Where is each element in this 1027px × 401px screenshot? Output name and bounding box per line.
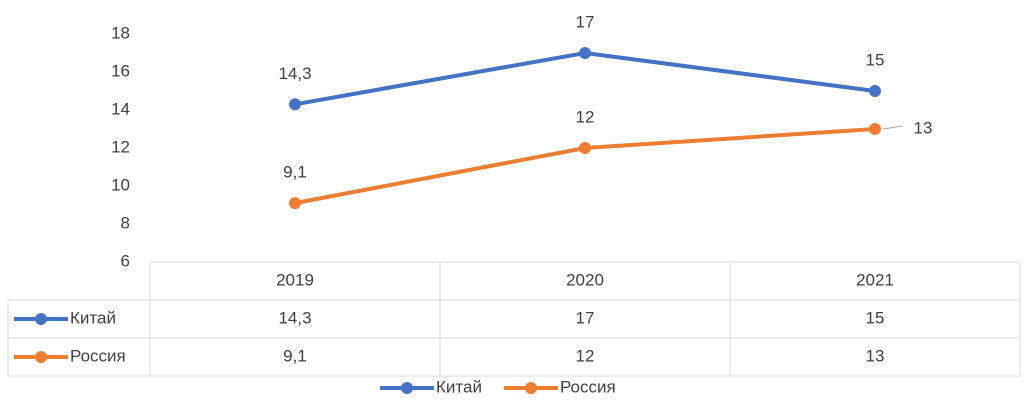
- legend-label: Китай: [436, 377, 482, 396]
- table-cell: 15: [866, 308, 885, 327]
- legend-marker: [401, 382, 413, 394]
- x-tick-label: 2020: [566, 270, 604, 289]
- table-legend-marker: [35, 313, 47, 325]
- y-tick-label: 8: [121, 213, 130, 232]
- table-legend-marker: [35, 351, 47, 363]
- label-leader: [882, 125, 904, 130]
- y-tick-label: 18: [111, 23, 130, 42]
- point: [869, 85, 881, 97]
- point: [579, 142, 591, 154]
- series-line: [294, 50, 876, 107]
- y-tick-label: 14: [111, 99, 130, 118]
- y-tick-label: 10: [111, 175, 130, 194]
- point: [289, 98, 301, 111]
- point: [869, 123, 881, 135]
- data-label: 12: [576, 107, 595, 126]
- data-label: 14,3: [278, 64, 311, 83]
- y-tick-label: 16: [111, 61, 130, 80]
- series-line: [294, 127, 876, 206]
- y-tick-label: 12: [111, 137, 130, 156]
- table-cell: 9,1: [283, 346, 307, 365]
- y-tick-label: 6: [121, 251, 130, 270]
- point: [579, 47, 591, 59]
- x-tick-label: 2019: [276, 270, 314, 289]
- table-cell: 13: [866, 346, 885, 365]
- table-cell: 12: [576, 346, 595, 365]
- data-label: 9,1: [283, 163, 307, 182]
- data-label: 15: [866, 50, 885, 69]
- data-label: 17: [576, 12, 595, 31]
- table-row-label: Россия: [70, 346, 126, 365]
- table-cell: 14,3: [278, 308, 311, 327]
- point: [289, 197, 301, 210]
- data-label: 13: [914, 118, 933, 137]
- table-cell: 17: [576, 308, 595, 327]
- legend-marker: [524, 382, 537, 394]
- table-row-label: Китай: [70, 308, 116, 327]
- legend-label: Россия: [560, 377, 616, 396]
- x-tick-label: 2021: [856, 270, 894, 289]
